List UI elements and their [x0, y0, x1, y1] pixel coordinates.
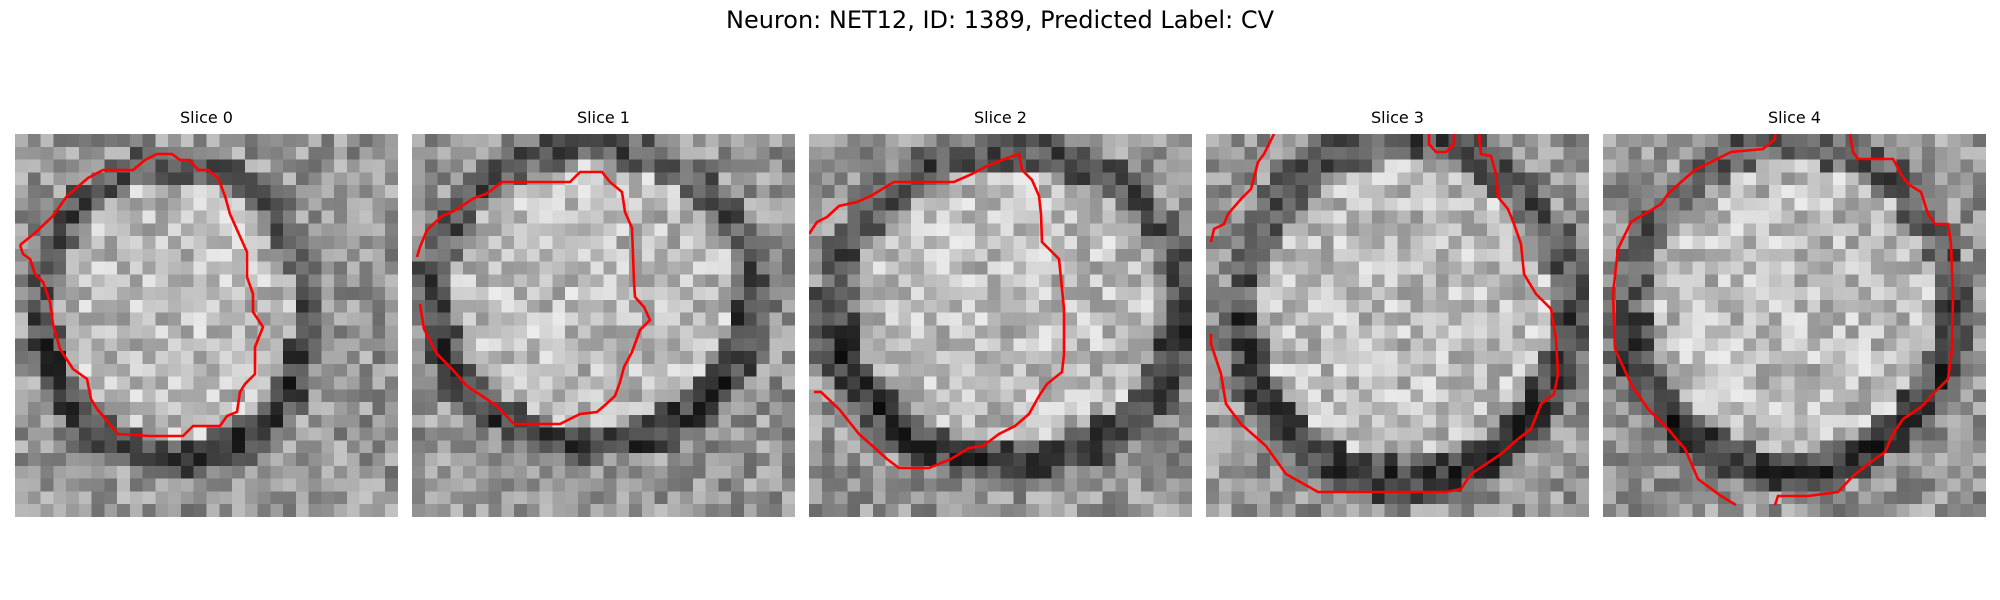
slice-4-contour [1611, 134, 1777, 507]
slice-2-contour-layer [809, 152, 1066, 470]
slice-3-contour-main [1209, 134, 1560, 494]
slice-1-contour-layer [415, 170, 652, 426]
slice-1-panel [412, 134, 795, 517]
slice-0-contour [18, 152, 265, 438]
slice-0-contour-layer [18, 152, 265, 438]
slice-2-image [809, 134, 1192, 517]
slice-2-title: Slice 2 [974, 108, 1027, 127]
slice-4-title: Slice 4 [1768, 108, 1821, 127]
slice-0-image [15, 134, 398, 517]
slice-2-panel [809, 134, 1192, 517]
slice-3-title: Slice 3 [1371, 108, 1424, 127]
figure-title: Neuron: NET12, ID: 1389, Predicted Label… [726, 6, 1274, 34]
slice-4-contour-layer [1611, 134, 1955, 507]
slice-4-contour-right [1773, 134, 1955, 506]
slice-4-panel [1603, 134, 1986, 517]
slice-0-panel [15, 134, 398, 517]
slice-3-contour-layer [1209, 134, 1560, 494]
slice-2-contour [809, 152, 1066, 470]
slice-3-panel [1206, 134, 1589, 517]
slice-1-title: Slice 1 [577, 108, 630, 127]
slice-1-contour [415, 170, 652, 426]
slice-3-contour-notch [1427, 134, 1456, 154]
slice-3-contour [1209, 134, 1276, 243]
slice-0-title: Slice 0 [180, 108, 233, 127]
